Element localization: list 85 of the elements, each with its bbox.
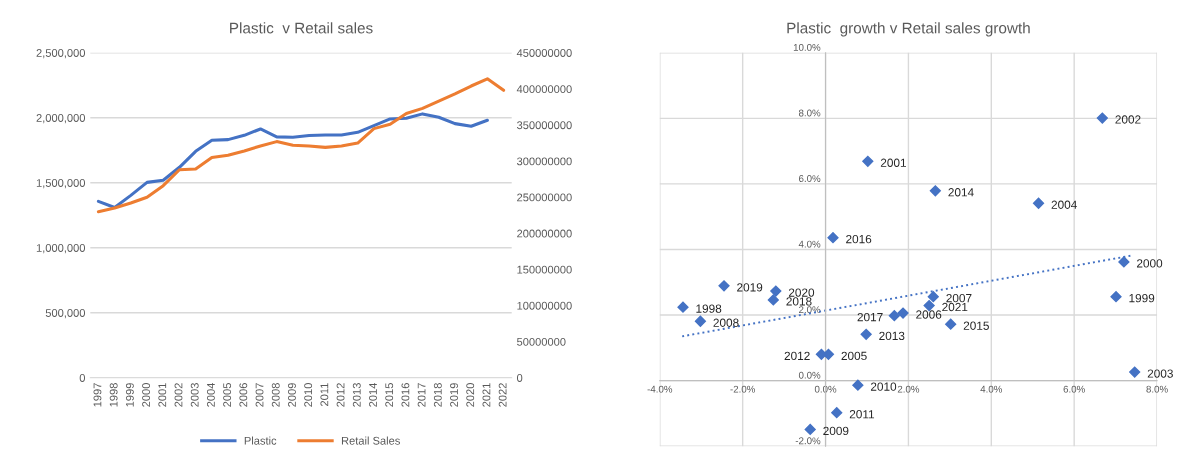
x-tick-label: -4.0% [647,385,673,393]
x-tick-label: 2014 [369,382,377,407]
annotation: 2003 [1147,369,1173,378]
x-tick-label: 2012 [336,383,345,407]
y-tick-label: 2.0% [799,306,821,314]
y-tick-label: 10.0% [793,43,821,51]
chart-title: Plastic v Retail sales [230,22,373,34]
annotation: 2013 [879,331,905,341]
x-tick-label: 2003 [190,383,199,407]
annotation: 2009 [823,426,849,436]
x-tick-label: 2006 [239,383,248,407]
x-tick-label: 2000 [142,383,151,407]
x-tick-label: 2007 [255,383,264,407]
y-tick-label: 2,500,000 [36,49,86,59]
annotation: 2012 [784,351,810,361]
x-tick-label: 4.0% [980,385,1003,393]
y-tick-label: 500,000 [45,309,86,319]
y-tick-label: 4.0% [798,240,821,248]
y-tick-label: -2.0% [795,437,821,445]
y-tick-label: 6.0% [799,175,821,182]
annotation: 2014 [948,188,974,197]
annotation: 2001 [880,158,906,167]
y2-tick-label: 150000000 [517,265,572,274]
x-tick-label: 2022 [498,383,507,407]
x-tick-label: 2008 [271,383,280,407]
annotation: 2015 [963,321,989,330]
y2-tick-label: 250000000 [517,193,572,202]
x-tick-label: 2019 [450,383,458,407]
x-tick-label: 1997 [93,383,102,407]
annotation: 2002 [1115,115,1141,124]
annotation: 2005 [841,351,867,361]
annotation: 2004 [1051,200,1077,209]
x-tick-label: 2001 [158,383,167,407]
legend-label: Plastic [244,436,277,445]
x-tick-label: 0.0% [814,385,837,393]
y-tick-label: 0.0% [798,371,821,379]
y-tick-label: 2,000,000 [36,114,86,124]
x-tick-label: 8.0% [1146,385,1168,393]
x-tick-label: 6.0% [1063,385,1085,393]
annotation: 1999 [1129,293,1155,303]
x-tick-label: 2017 [417,383,426,407]
x-tick-label: 2020 [466,383,475,407]
x-tick-label: 2002 [174,383,183,407]
y-tick-label: 8.0% [798,109,821,117]
y-tick-label: 1,500,000 [36,179,86,189]
annotation: 2021 [942,302,968,312]
x-tick-label: 2021 [482,383,491,407]
y2-tick-label: 350000000 [516,121,572,130]
line-series [96,77,506,214]
annotation: 2018 [786,297,812,306]
y2-tick-label: 100000000 [517,301,572,310]
x-tick-label: 1998 [109,383,118,407]
y-tick-label: 1,000,000 [36,244,86,254]
x-tick-label: 2016 [401,383,410,407]
y-tick-label: 0 [79,374,85,382]
x-tick-label: 2009 [288,383,296,407]
x-tick-label: 2013 [352,383,361,407]
legend-label: Retail Sales [341,436,400,445]
x-tick-label: 2010 [304,383,313,407]
annotation: 2016 [846,234,872,244]
annotation: 1998 [696,304,722,313]
x-tick-label: 2005 [223,383,232,407]
annotation: 2019 [737,283,763,292]
line-series [96,112,489,209]
annotation: 2000 [1136,259,1163,268]
y2-tick-label: 300000000 [516,157,572,166]
y2-tick-label: 450000000 [516,49,572,57]
y2-tick-label: 50000000 [517,337,566,346]
annotation: 2020 [788,288,815,297]
x-tick-label: -2.0% [730,385,756,393]
y2-tick-label: 400000000 [516,85,572,94]
annotation: 2017 [857,312,883,322]
x-tick-label: 2018 [433,383,442,407]
annotation: 2011 [849,410,875,419]
annotation: 2007 [946,293,972,303]
annotation: 2008 [713,318,739,327]
x-tick-label: 2004 [206,382,215,407]
x-tick-label: 2015 [385,383,394,407]
x-tick-label: 1999 [125,383,134,407]
x-tick-label: 2.0% [897,385,920,393]
y2-tick-label: 200000000 [517,229,572,238]
chart-title: Plastic growth v Retail sales growth [787,22,1030,37]
y2-tick-label: 0 [517,374,523,382]
annotation: 2006 [916,310,942,319]
x-tick-label: 2011 [320,383,329,406]
